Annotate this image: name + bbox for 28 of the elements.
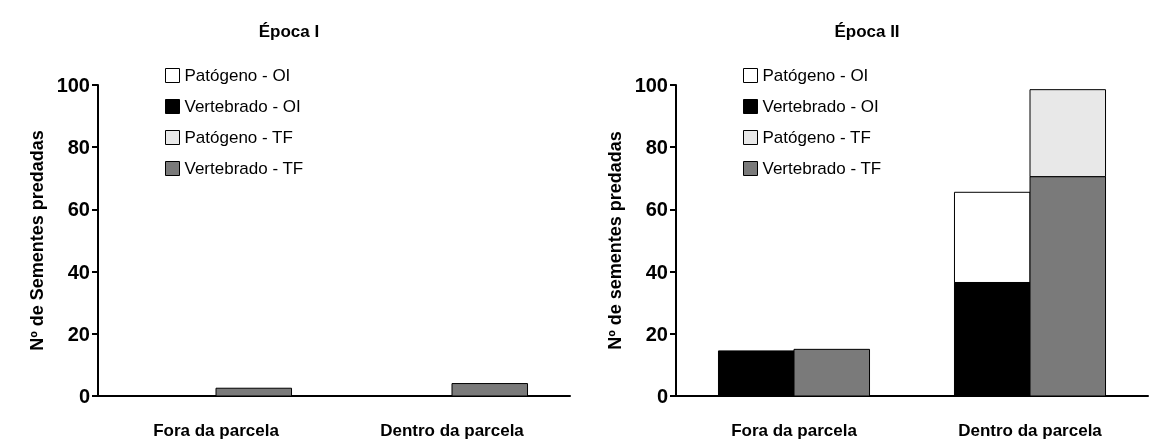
y-tick-label: 100 [634,74,668,96]
y-tick-label: 100 [56,74,90,96]
legend-label: Patógeno - OI [184,66,291,85]
y-tick-label: 40 [645,260,668,283]
y-tick-label: 20 [67,322,90,345]
y-tick-label: 0 [78,385,90,407]
chart-title: Época II [834,22,900,41]
y-tick-label: 60 [67,198,90,221]
x-tick-label: Fora da parcela [731,421,858,440]
chart-title: Época I [258,22,320,41]
y-tick-label: 80 [645,136,668,159]
x-tick-label: Fora da parcela [153,421,280,440]
legend-label: Vertebrado - OI [184,97,301,116]
y-tick-label: 0 [656,385,668,407]
x-tick-label: Dentro da parcela [958,421,1103,440]
x-tick-label: Dentro da parcela [380,421,525,440]
y-axis-title: Nº de Sementes predadas [26,130,47,351]
y-tick-label: 20 [645,322,668,345]
y-axis-title: Nº de sementes predadas [604,131,625,350]
legend-label: Patógeno - OI [762,66,869,85]
legend-label: Vertebrado - TF [184,159,304,178]
y-tick-label: 60 [645,198,668,221]
y-tick-label: 80 [67,136,90,159]
legend-label: Patógeno - TF [762,128,871,147]
legend-label: Patógeno - TF [184,128,293,147]
legend-label: Vertebrado - TF [762,159,882,178]
legend-label: Vertebrado - OI [762,97,879,116]
y-tick-label: 40 [67,260,90,283]
